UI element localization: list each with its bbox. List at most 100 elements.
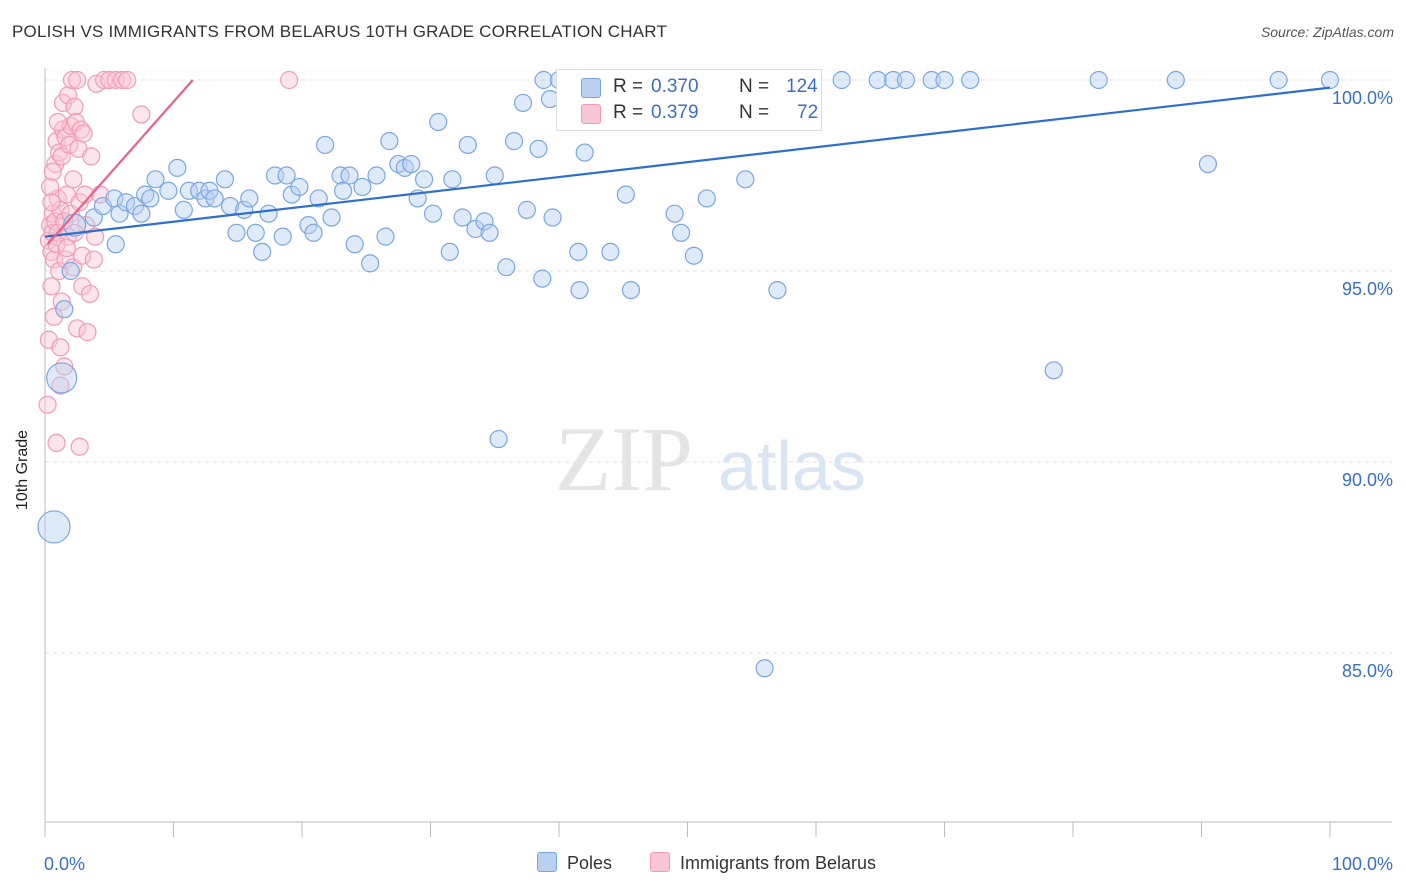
belarus-point	[80, 284, 100, 304]
poles-point	[697, 189, 716, 208]
poles-point	[616, 185, 635, 204]
y-tick-label: 100.0%	[1332, 88, 1393, 108]
belarus-point	[82, 147, 101, 166]
belarus-point	[100, 70, 119, 90]
poles-point	[513, 93, 533, 113]
poles-point	[146, 170, 165, 189]
belarus-points	[38, 70, 299, 456]
poles-point	[334, 181, 353, 200]
belarus-point	[74, 124, 93, 143]
poles-point	[190, 181, 209, 200]
poles-point	[46, 362, 78, 394]
belarus-n-value: 72	[797, 102, 819, 123]
poles-point	[380, 132, 399, 151]
belarus-label: Immigrants from Belarus	[680, 853, 877, 873]
poles-point	[961, 70, 980, 90]
poles-point	[480, 223, 499, 242]
poles-point	[868, 70, 887, 90]
x-tick-label: 100.0%	[1332, 854, 1393, 874]
poles-point	[168, 158, 187, 177]
poles-point	[55, 300, 74, 319]
chart-title: POLISH VS IMMIGRANTS FROM BELARUS 10TH G…	[12, 22, 668, 41]
poles-swatch	[581, 78, 601, 98]
poles-point	[259, 204, 278, 223]
n-label: N =	[739, 76, 770, 97]
belarus-point	[42, 277, 61, 296]
poles-point	[367, 166, 386, 185]
poles-point	[736, 170, 755, 189]
poles-point	[1198, 154, 1218, 174]
poles-r-value: 0.370	[651, 76, 699, 97]
poles-point	[116, 193, 136, 212]
poles-point	[475, 212, 494, 231]
poles-point	[533, 269, 552, 288]
belarus-point	[65, 97, 84, 116]
poles-point	[529, 139, 548, 158]
belarus-point	[60, 135, 79, 155]
belarus-point	[68, 319, 87, 338]
poles-point	[282, 185, 301, 204]
legend-item-poles[interactable]: Poles	[537, 852, 612, 874]
poles-point	[141, 189, 160, 208]
belarus-point	[112, 70, 132, 90]
poles-point	[304, 223, 323, 242]
poles-point	[376, 227, 395, 246]
poles-point	[402, 154, 421, 174]
belarus-point	[48, 112, 67, 132]
poles-point	[227, 223, 246, 242]
poles-point	[179, 181, 199, 200]
belarus-r-value: 0.379	[651, 102, 699, 123]
belarus-point	[62, 70, 82, 90]
belarus-point	[43, 162, 62, 181]
source-label: Source: ZipAtlas.com	[1260, 24, 1394, 40]
y-tick-label: 85.0%	[1342, 661, 1393, 681]
poles-point	[215, 170, 234, 189]
poles-point	[1166, 70, 1185, 90]
poles-label: Poles	[567, 853, 613, 873]
poles-point	[458, 135, 477, 155]
poles-point	[440, 242, 459, 261]
trend-lines	[44, 79, 1331, 245]
poles-point	[504, 132, 524, 151]
tick-labels: 100.0% 95.0% 90.0% 85.0% 0.0% 100.0%	[44, 88, 1393, 874]
poles-point	[423, 204, 443, 223]
belarus-swatch	[650, 852, 670, 872]
poles-point	[125, 196, 145, 216]
poles-trend-line	[44, 86, 1331, 238]
y-axis-label: 10th Grade	[14, 429, 31, 510]
poles-point	[684, 246, 704, 265]
poles-point	[414, 170, 434, 189]
poles-point	[205, 189, 224, 208]
poles-point	[106, 235, 125, 254]
poles-point	[671, 223, 691, 242]
poles-swatch	[537, 852, 557, 872]
r-label: R =	[613, 76, 644, 97]
x-tick-label: 0.0%	[44, 854, 85, 874]
poles-point	[896, 70, 916, 90]
belarus-point	[38, 395, 57, 414]
y-tick-label: 90.0%	[1342, 470, 1393, 490]
poles-point	[345, 235, 364, 254]
poles-point	[543, 208, 562, 227]
belarus-point	[70, 437, 89, 456]
poles-point	[1320, 70, 1340, 90]
belarus-swatch	[581, 104, 601, 124]
poles-n-value: 124	[786, 76, 818, 97]
poles-point	[110, 204, 129, 223]
poles-point	[1269, 70, 1288, 90]
belarus-point	[64, 170, 83, 189]
legend-item-belarus[interactable]: Immigrants from Belarus	[650, 852, 876, 874]
poles-point	[489, 429, 508, 449]
belarus-point	[118, 70, 137, 90]
poles-point	[1044, 361, 1063, 380]
poles-point	[290, 177, 309, 197]
poles-point	[429, 112, 448, 132]
belarus-point	[132, 105, 151, 124]
poles-point	[443, 170, 462, 189]
poles-point	[569, 242, 588, 261]
r-label: R =	[613, 102, 644, 123]
poles-point	[340, 166, 359, 185]
poles-point	[322, 208, 341, 227]
poles-point	[361, 254, 380, 273]
